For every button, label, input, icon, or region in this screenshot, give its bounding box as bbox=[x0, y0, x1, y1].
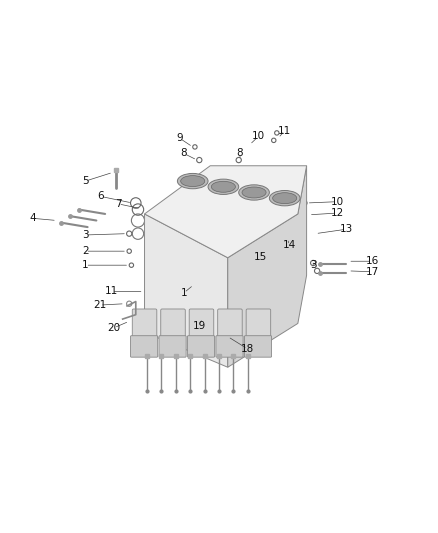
FancyBboxPatch shape bbox=[159, 336, 186, 357]
Text: 14: 14 bbox=[283, 240, 296, 251]
Text: 3: 3 bbox=[310, 260, 317, 270]
FancyBboxPatch shape bbox=[131, 336, 158, 357]
Ellipse shape bbox=[272, 193, 297, 204]
Ellipse shape bbox=[208, 179, 239, 195]
Text: 15: 15 bbox=[254, 252, 267, 262]
FancyBboxPatch shape bbox=[132, 309, 157, 342]
Text: 11: 11 bbox=[278, 126, 291, 136]
Polygon shape bbox=[228, 166, 307, 367]
Text: 6: 6 bbox=[97, 191, 104, 201]
Text: 7: 7 bbox=[115, 199, 122, 209]
Ellipse shape bbox=[269, 190, 300, 206]
Text: 3: 3 bbox=[82, 230, 89, 240]
Text: 9: 9 bbox=[176, 133, 183, 143]
Polygon shape bbox=[145, 166, 307, 258]
Text: 18: 18 bbox=[241, 344, 254, 354]
Text: 11: 11 bbox=[105, 286, 118, 296]
Text: 1: 1 bbox=[82, 260, 89, 270]
FancyBboxPatch shape bbox=[246, 309, 271, 342]
FancyBboxPatch shape bbox=[216, 336, 243, 357]
Ellipse shape bbox=[180, 175, 205, 187]
Text: 21: 21 bbox=[93, 300, 106, 310]
Polygon shape bbox=[145, 214, 228, 367]
Text: 2: 2 bbox=[82, 246, 89, 256]
Text: 8: 8 bbox=[180, 149, 187, 158]
FancyBboxPatch shape bbox=[189, 309, 214, 342]
Text: 20: 20 bbox=[107, 323, 120, 333]
Ellipse shape bbox=[242, 187, 266, 198]
Text: 10: 10 bbox=[331, 197, 344, 207]
FancyBboxPatch shape bbox=[187, 336, 215, 357]
Text: 5: 5 bbox=[82, 176, 89, 186]
Ellipse shape bbox=[177, 173, 208, 189]
Text: 19: 19 bbox=[193, 321, 206, 330]
Text: 13: 13 bbox=[339, 224, 353, 235]
Text: 1: 1 bbox=[180, 288, 187, 298]
FancyBboxPatch shape bbox=[244, 336, 272, 357]
Ellipse shape bbox=[211, 181, 236, 192]
Text: 12: 12 bbox=[331, 208, 344, 218]
Text: 17: 17 bbox=[366, 266, 379, 277]
Text: 8: 8 bbox=[237, 149, 244, 158]
Text: 10: 10 bbox=[252, 132, 265, 141]
FancyBboxPatch shape bbox=[161, 309, 185, 342]
Ellipse shape bbox=[239, 185, 269, 200]
FancyBboxPatch shape bbox=[218, 309, 242, 342]
Text: 4: 4 bbox=[29, 213, 36, 223]
Text: 16: 16 bbox=[366, 256, 379, 266]
